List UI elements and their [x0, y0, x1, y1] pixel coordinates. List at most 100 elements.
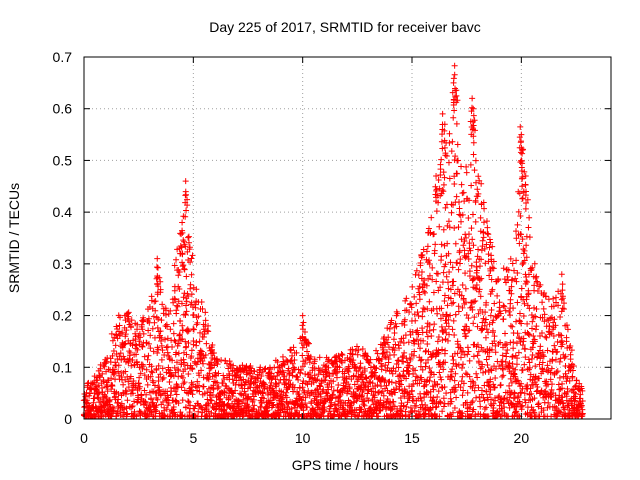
data-point [548, 386, 555, 393]
data-point [258, 373, 265, 380]
data-point [338, 350, 345, 357]
data-point [460, 387, 467, 394]
data-point [173, 307, 180, 314]
data-point [200, 383, 207, 390]
data-point [226, 372, 233, 379]
data-point [445, 279, 452, 286]
data-point [391, 347, 398, 354]
data-point [326, 373, 333, 380]
data-point [558, 337, 565, 344]
data-point [309, 375, 316, 382]
data-point [439, 327, 446, 334]
data-point [476, 276, 483, 283]
data-point [426, 257, 433, 264]
data-point [487, 376, 494, 383]
data-point [187, 259, 194, 266]
data-point [474, 186, 481, 193]
data-point [465, 231, 472, 238]
data-point [94, 394, 101, 401]
data-point [182, 338, 189, 345]
data-point [325, 364, 332, 371]
data-point [185, 233, 192, 240]
data-point [145, 352, 152, 359]
gap-marker [493, 415, 498, 419]
data-point [548, 381, 555, 388]
data-point [445, 323, 452, 330]
data-point [229, 389, 236, 396]
data-point [452, 153, 459, 160]
data-point [203, 340, 210, 347]
data-point [183, 207, 190, 214]
data-point [176, 332, 183, 339]
data-point [185, 234, 192, 241]
data-point [330, 387, 337, 394]
data-point [442, 204, 449, 211]
data-point [474, 374, 481, 381]
data-point [153, 402, 160, 409]
data-point [399, 372, 406, 379]
data-point [188, 291, 195, 298]
data-point [573, 377, 580, 384]
data-point [198, 367, 205, 374]
data-point [551, 342, 558, 349]
data-point [431, 321, 438, 328]
data-point [283, 394, 290, 401]
data-point [153, 264, 160, 271]
data-point [455, 308, 462, 315]
data-point [357, 372, 364, 379]
data-point [447, 395, 454, 402]
data-point [185, 399, 192, 406]
data-point [145, 340, 152, 347]
data-point [468, 262, 475, 269]
data-point [522, 205, 529, 212]
data-point [436, 369, 443, 376]
data-point [175, 272, 182, 279]
data-point [440, 181, 447, 188]
y-tick-label: 0.7 [53, 49, 73, 65]
data-point [439, 408, 446, 415]
data-point [380, 349, 387, 356]
data-point [419, 325, 426, 332]
data-point [390, 398, 397, 405]
data-point [517, 123, 524, 130]
data-point [295, 376, 302, 383]
data-point [448, 209, 455, 216]
data-point [199, 305, 206, 312]
data-point [266, 369, 273, 376]
data-point [182, 243, 189, 250]
data-point [450, 356, 457, 363]
data-point [232, 387, 239, 394]
data-point [186, 244, 193, 251]
data-point [181, 359, 188, 366]
data-point [446, 268, 453, 275]
data-point [488, 396, 495, 403]
data-point [447, 312, 454, 319]
data-point [444, 302, 451, 309]
data-point [497, 382, 504, 389]
data-point [442, 347, 449, 354]
data-point [397, 373, 404, 380]
data-point [471, 387, 478, 394]
data-point [151, 382, 158, 389]
data-point [317, 383, 324, 390]
data-point [143, 391, 150, 398]
data-point [235, 403, 242, 410]
data-point [205, 322, 212, 329]
data-point [298, 397, 305, 404]
data-point [218, 357, 225, 364]
data-point [423, 248, 430, 255]
data-point [183, 273, 190, 280]
data-point [99, 370, 106, 377]
data-point [192, 383, 199, 390]
data-point [183, 308, 190, 315]
data-point [445, 250, 452, 257]
data-point [157, 391, 164, 398]
data-point [196, 382, 203, 389]
data-point [195, 313, 202, 320]
data-point [459, 282, 466, 289]
data-point [439, 337, 446, 344]
data-point [211, 349, 218, 356]
data-point [298, 367, 305, 374]
data-point [356, 365, 363, 372]
data-point [185, 327, 192, 334]
